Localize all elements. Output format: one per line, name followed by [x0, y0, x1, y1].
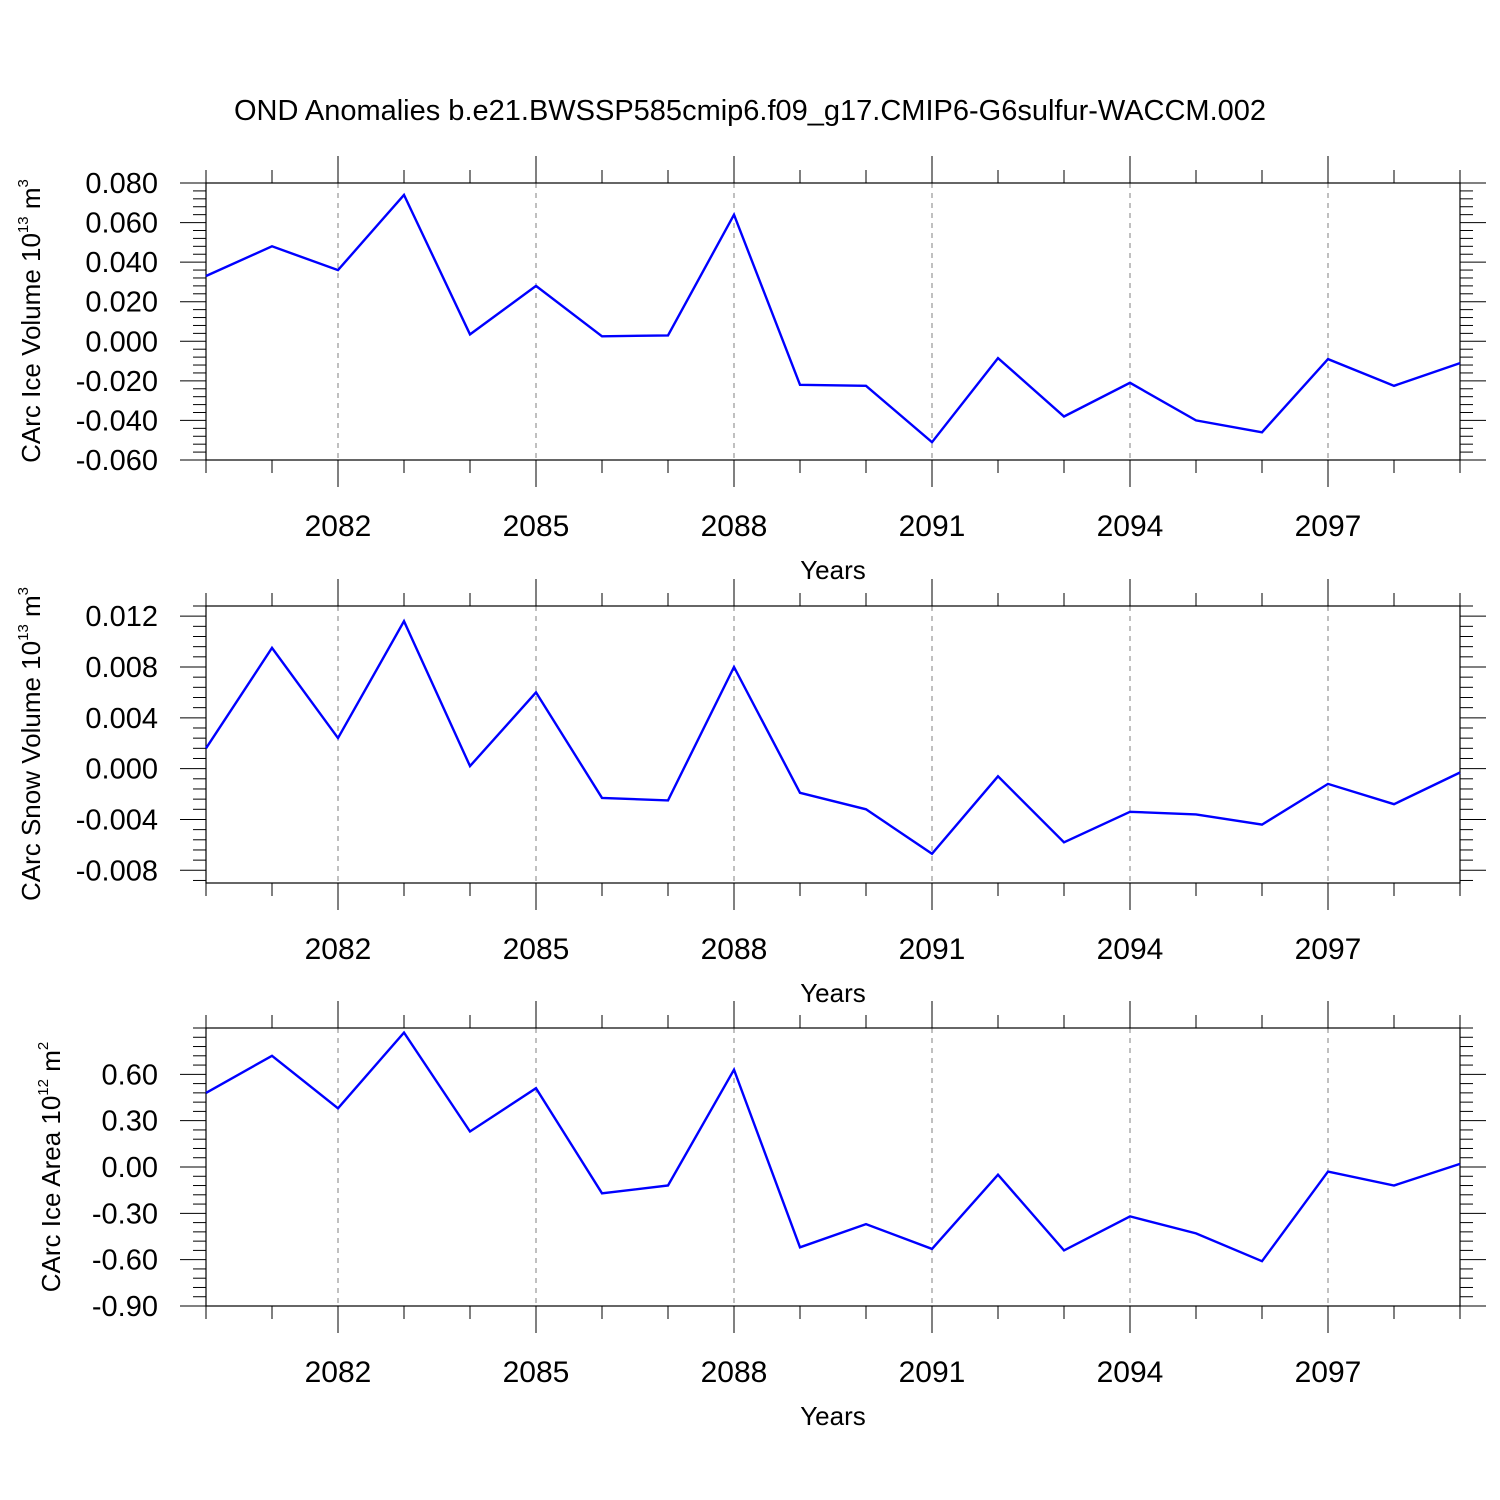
y-tick-label: 0.30 — [102, 1106, 158, 1138]
y-tick-label: 0.012 — [85, 601, 158, 633]
x-tick-label: 2082 — [305, 1356, 372, 1389]
x-tick-label: 2085 — [503, 510, 570, 543]
x-axis-label: Years — [800, 978, 866, 1008]
x-tick-label: 2097 — [1295, 510, 1362, 543]
y-tick-label: 0.004 — [85, 703, 158, 735]
y-tick-label: -0.30 — [92, 1198, 158, 1230]
x-tick-label: 2085 — [503, 1356, 570, 1389]
x-tick-label: 2091 — [899, 1356, 966, 1389]
y-tick-label: -0.060 — [76, 445, 158, 477]
chart-title: OND Anomalies b.e21.BWSSP585cmip6.f09_g1… — [234, 95, 1266, 127]
x-tick-label: 2094 — [1097, 933, 1164, 966]
x-axis-label: Years — [800, 555, 866, 585]
y-tick-label: -0.90 — [92, 1291, 158, 1323]
y-axis-label-superscript: 13 — [15, 216, 32, 233]
x-tick-label: 2088 — [701, 933, 768, 966]
y-tick-label: 0.000 — [85, 326, 158, 358]
y-tick-label: 0.040 — [85, 247, 158, 279]
y-tick-label: -0.008 — [76, 855, 158, 887]
series-line — [205, 192, 1461, 444]
y-tick-label: -0.004 — [76, 804, 158, 836]
y-tick-label: 0.080 — [85, 168, 158, 200]
plot-frame — [205, 605, 1461, 884]
x-tick-label: 2082 — [305, 933, 372, 966]
y-axis-label-superscript: 13 — [15, 624, 32, 641]
y-axis-label-superscript: 2 — [35, 1042, 52, 1050]
x-tick-label: 2094 — [1097, 1356, 1164, 1389]
x-tick-label: 2088 — [701, 510, 768, 543]
x-tick-label: 2097 — [1295, 1356, 1362, 1389]
y-tick-label: 0.020 — [85, 287, 158, 319]
x-tick-label: 2085 — [503, 933, 570, 966]
y-tick-label: -0.040 — [76, 405, 158, 437]
x-axis-label: Years — [800, 1401, 866, 1431]
x-tick-label: 2082 — [305, 510, 372, 543]
y-axis-label: CArc Ice Volume 1013 m3 — [15, 179, 46, 463]
y-axis-label-part: m — [36, 1050, 66, 1079]
y-tick-label: 0.000 — [85, 754, 158, 786]
x-tick-label: 2094 — [1097, 510, 1164, 543]
y-tick-label: 0.00 — [102, 1152, 158, 1184]
chart-panels: 0.080 0.060 0.040 0.020 0.000 -0.020 -0.040 -0.… — [15, 156, 1486, 1431]
y-axis-label: CArc Ice Area 1012 m2 — [35, 1042, 66, 1292]
y-axis-label-part: m — [16, 187, 46, 216]
series-line — [205, 1030, 1461, 1263]
plot-frame — [205, 1027, 1461, 1307]
y-tick-label: 0.060 — [85, 208, 158, 240]
x-tick-label: 2091 — [899, 933, 966, 966]
y-tick-label: -0.020 — [76, 366, 158, 398]
y-axis-label: CArc Snow Volume 1013 m3 — [15, 587, 46, 901]
y-axis-label-superscript: 12 — [35, 1079, 52, 1096]
x-tick-label: 2088 — [701, 1356, 768, 1389]
y-axis-label-part: CArc Ice Volume 10 — [16, 233, 46, 463]
series-line — [204, 618, 1461, 856]
chart-panel-3: 0.60 0.30 0.00 -0.30 -0.60 -0.90 2082 2085 2088 2… — [35, 1001, 1486, 1431]
chart-panel-2: 0.012 0.008 0.004 0.000 -0.004 -0.008 2082 2085… — [15, 579, 1486, 1008]
x-tick-label: 2091 — [899, 510, 966, 543]
plot-frame — [205, 182, 1461, 461]
y-tick-label: 0.60 — [102, 1059, 158, 1091]
y-axis-label-part: CArc Snow Volume 10 — [16, 641, 46, 901]
y-axis-label-part: CArc Ice Area 10 — [36, 1096, 66, 1293]
y-tick-label: 0.008 — [85, 652, 158, 684]
y-axis-label-superscript: 3 — [15, 587, 32, 595]
y-axis-label-part: m — [16, 595, 46, 624]
y-tick-label: -0.60 — [92, 1245, 158, 1277]
x-tick-label: 2097 — [1295, 933, 1362, 966]
y-axis-label-superscript: 3 — [15, 179, 32, 187]
chart-panel-1: 0.080 0.060 0.040 0.020 0.000 -0.020 -0.040 -0.… — [15, 156, 1486, 585]
